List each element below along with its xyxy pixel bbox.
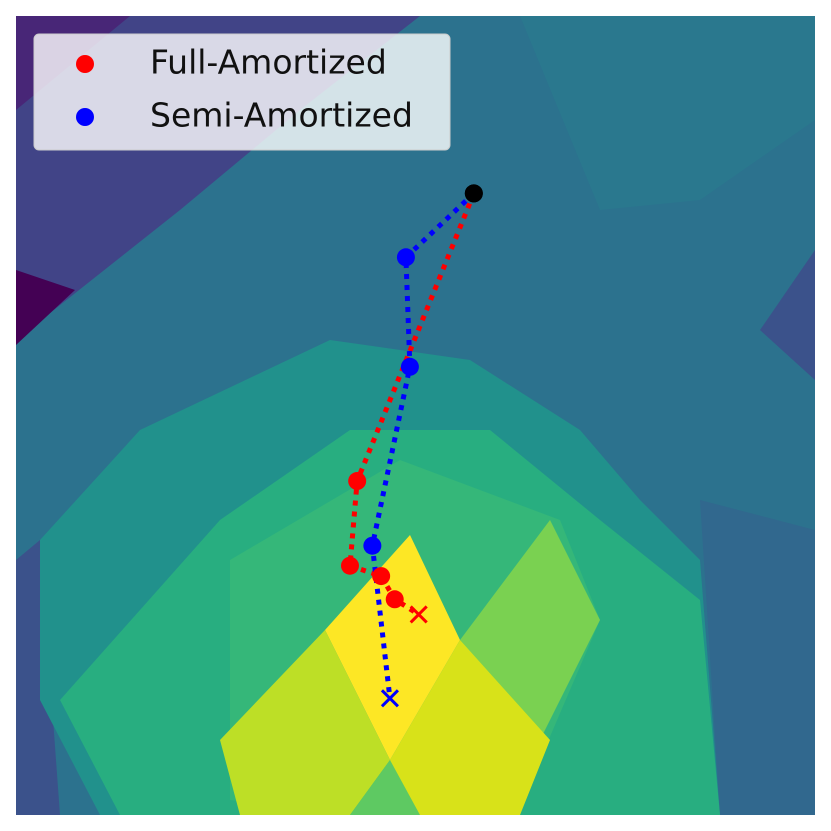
legend-box [33, 33, 451, 151]
legend-marker [76, 108, 94, 126]
point [396, 248, 415, 267]
plot-area [340, 184, 483, 708]
point [340, 556, 359, 575]
end-point [380, 689, 399, 708]
legend-label: Full-Amortized [150, 43, 387, 82]
end-point [409, 605, 428, 624]
trajectory-line [347, 192, 477, 617]
point [372, 567, 391, 586]
point [385, 590, 404, 609]
legend-marker [76, 55, 94, 73]
point [363, 536, 382, 555]
legend: Full-Amortized Semi-Amortized [33, 33, 451, 151]
start-point [464, 184, 483, 203]
point [348, 472, 367, 491]
legend-label: Semi-Amortized [150, 96, 413, 135]
point [400, 357, 419, 376]
